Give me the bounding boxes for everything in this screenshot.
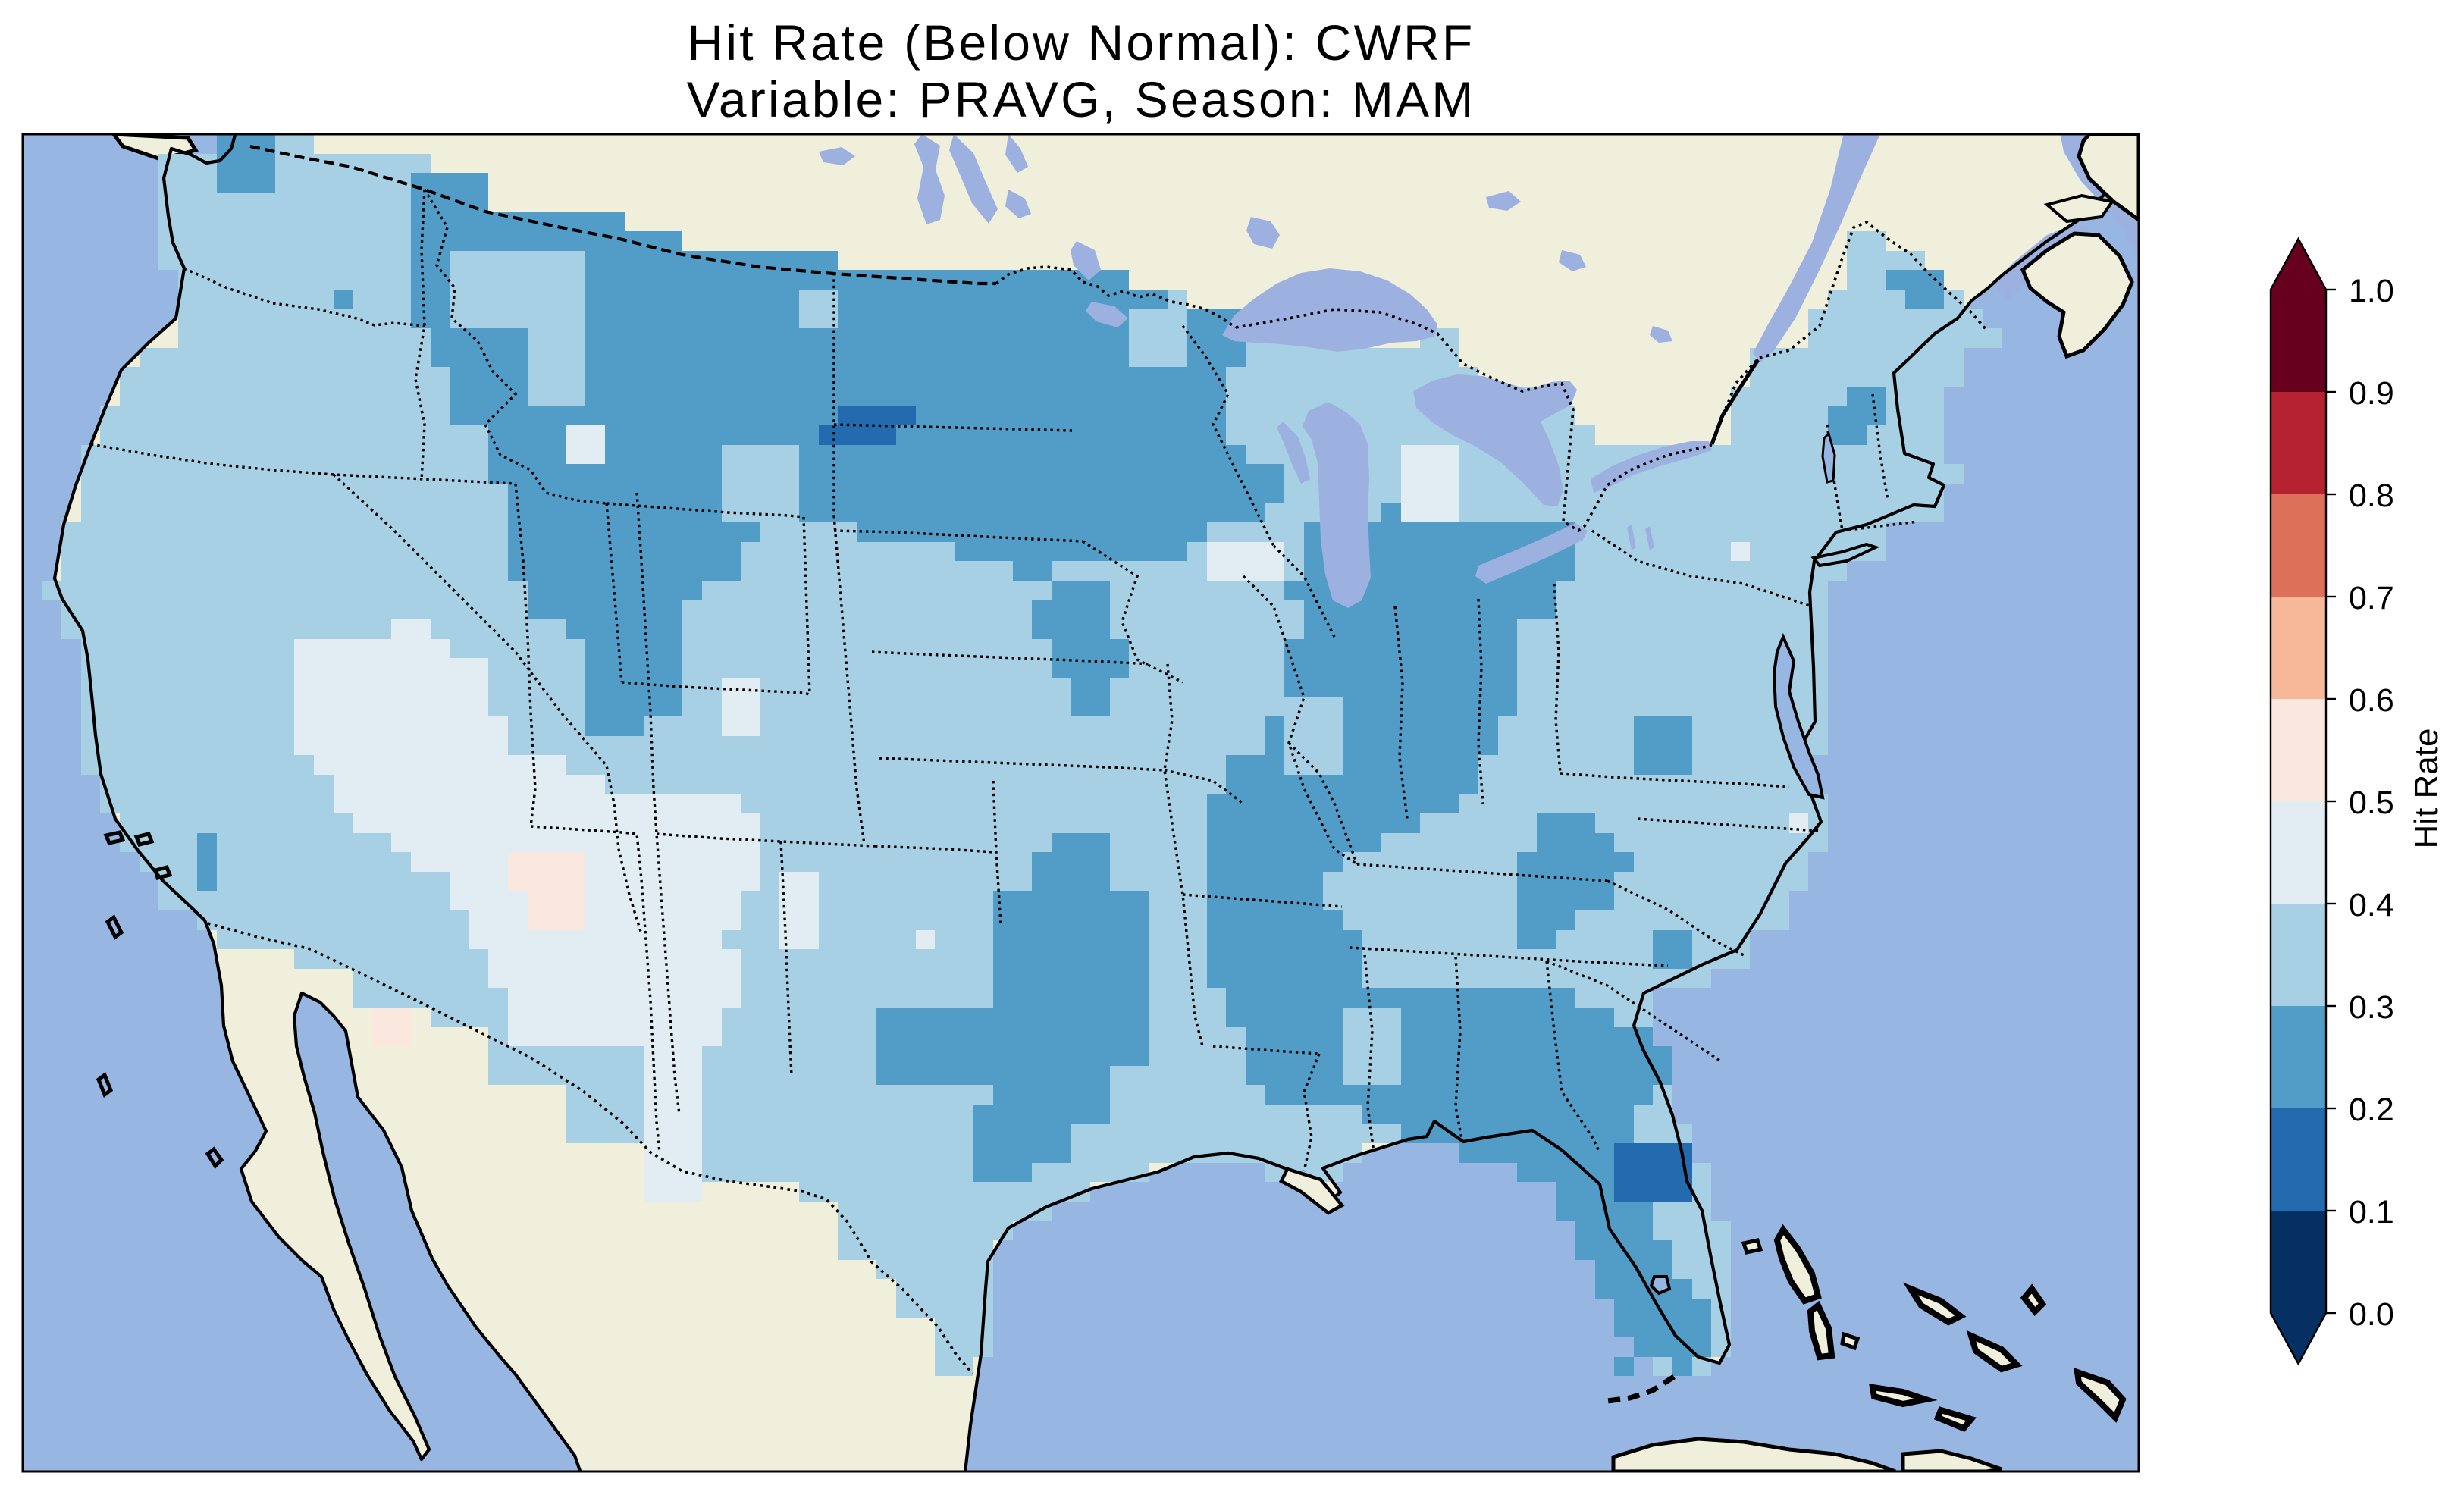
- svg-text:0.5: 0.5: [2349, 785, 2394, 821]
- svg-text:Hit Rate (Below Normal): CWRF: Hit Rate (Below Normal): CWRF: [688, 14, 1475, 71]
- svg-text:0.8: 0.8: [2349, 478, 2394, 514]
- svg-text:0.3: 0.3: [2349, 989, 2394, 1026]
- svg-text:0.0: 0.0: [2349, 1296, 2394, 1333]
- svg-text:1.0: 1.0: [2349, 273, 2394, 309]
- svg-text:Hit Rate: Hit Rate: [2408, 729, 2445, 849]
- svg-text:0.6: 0.6: [2349, 682, 2394, 719]
- svg-text:Variable: PRAVG, Season: MAM: Variable: PRAVG, Season: MAM: [687, 71, 1476, 127]
- svg-text:0.2: 0.2: [2349, 1092, 2394, 1128]
- svg-text:0.4: 0.4: [2349, 887, 2394, 923]
- svg-text:0.7: 0.7: [2349, 580, 2394, 616]
- svg-text:0.1: 0.1: [2349, 1194, 2394, 1230]
- svg-text:0.9: 0.9: [2349, 375, 2394, 412]
